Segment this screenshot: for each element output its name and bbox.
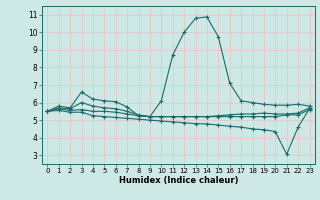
X-axis label: Humidex (Indice chaleur): Humidex (Indice chaleur) [119,176,238,185]
